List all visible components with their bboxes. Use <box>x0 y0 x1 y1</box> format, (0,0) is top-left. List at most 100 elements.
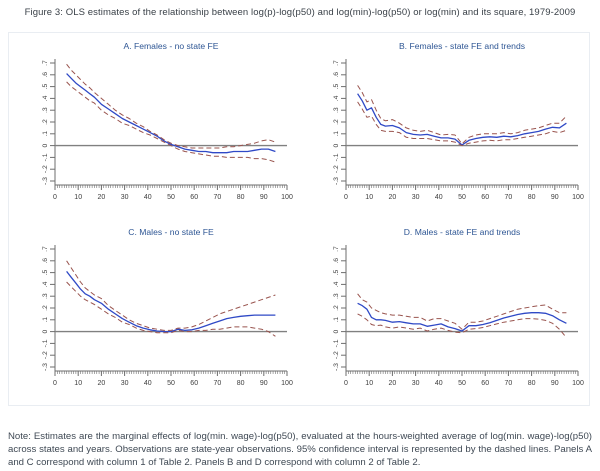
panel-a-chart: A. Females - no state FE .7 .6 .5 .4 .3 .2 .1 0 -… <box>42 41 293 201</box>
svg-text:.7: .7 <box>333 60 340 66</box>
svg-text:0: 0 <box>42 329 49 333</box>
svg-text:100: 100 <box>281 380 293 387</box>
svg-text:-.3: -.3 <box>42 177 49 185</box>
graph-frame: A. Females - no state FE .7 .6 .5 .4 .3 .2 .1 0 -… <box>8 32 590 406</box>
series-estimate <box>357 302 567 332</box>
svg-text:.3: .3 <box>333 293 340 299</box>
panel-b: B. Females - state FE and trends .7 .6 .5 .4… <box>300 33 591 219</box>
svg-text:80: 80 <box>528 194 536 201</box>
svg-text:60: 60 <box>190 380 198 387</box>
svg-text:10: 10 <box>74 380 82 387</box>
svg-text:-.2: -.2 <box>333 165 340 173</box>
svg-text:.7: .7 <box>42 246 49 252</box>
svg-text:30: 30 <box>412 194 420 201</box>
series-estimate <box>66 271 276 333</box>
svg-text:90: 90 <box>260 194 268 201</box>
panel-title: A. Females - no state FE <box>123 41 218 51</box>
svg-text:60: 60 <box>481 194 489 201</box>
series-ci-lower <box>357 313 567 338</box>
svg-text:.3: .3 <box>42 293 49 299</box>
svg-text:70: 70 <box>505 194 513 201</box>
svg-text:.6: .6 <box>42 72 49 78</box>
svg-text:10: 10 <box>74 194 82 201</box>
svg-text:.1: .1 <box>333 317 340 323</box>
svg-text:40: 40 <box>435 194 443 201</box>
series-ci-lower <box>357 101 567 147</box>
panel-d-chart: D. Males - state FE and trends .7 .6 .5 .4 .3… <box>333 227 584 387</box>
svg-text:10: 10 <box>365 194 373 201</box>
svg-text:.1: .1 <box>42 317 49 323</box>
panel-grid: A. Females - no state FE .7 .6 .5 .4 .3 .2 .1 0 -… <box>9 33 589 405</box>
svg-text:50: 50 <box>458 194 466 201</box>
svg-text:0: 0 <box>344 194 348 201</box>
panel-a: A. Females - no state FE .7 .6 .5 .4 .3 .2 .1 0 -… <box>9 33 300 219</box>
svg-text:60: 60 <box>190 194 198 201</box>
svg-text:40: 40 <box>435 380 443 387</box>
svg-text:0: 0 <box>42 143 49 147</box>
svg-text:30: 30 <box>121 380 129 387</box>
panel-title: C. Males - no state FE <box>128 227 214 237</box>
series-estimate <box>66 73 276 154</box>
svg-text:10: 10 <box>365 380 373 387</box>
svg-text:.6: .6 <box>333 72 340 78</box>
svg-text:70: 70 <box>214 194 222 201</box>
svg-text:.2: .2 <box>42 119 49 125</box>
svg-text:.5: .5 <box>333 270 340 276</box>
figure-note: Note: Estimates are the marginal effects… <box>8 431 592 469</box>
panel-c-chart: C. Males - no state FE .7 .6 .5 .4 .3 .2 .1 0 -.1… <box>42 227 293 387</box>
svg-text:100: 100 <box>281 194 293 201</box>
series-ci-upper <box>66 63 276 149</box>
svg-text:-.1: -.1 <box>333 153 340 161</box>
svg-text:.1: .1 <box>42 131 49 137</box>
svg-text:80: 80 <box>237 380 245 387</box>
series-ci-upper <box>66 260 276 331</box>
svg-text:.1: .1 <box>333 131 340 137</box>
svg-text:100: 100 <box>572 194 584 201</box>
svg-text:-.3: -.3 <box>333 177 340 185</box>
figure-title: Figure 3: OLS estimates of the relations… <box>24 7 576 18</box>
svg-text:80: 80 <box>528 380 536 387</box>
svg-text:60: 60 <box>481 380 489 387</box>
svg-text:.7: .7 <box>42 60 49 66</box>
svg-text:20: 20 <box>389 194 397 201</box>
svg-text:-.2: -.2 <box>42 165 49 173</box>
series-ci-lower <box>66 281 276 337</box>
svg-text:90: 90 <box>551 194 559 201</box>
svg-text:20: 20 <box>98 380 106 387</box>
panel-c: C. Males - no state FE .7 .6 .5 .4 .3 .2 .1 0 -.1… <box>9 219 300 405</box>
svg-text:.5: .5 <box>333 84 340 90</box>
series-ci-upper <box>357 85 567 145</box>
svg-text:0: 0 <box>53 194 57 201</box>
svg-text:70: 70 <box>505 380 513 387</box>
svg-text:.4: .4 <box>42 281 49 287</box>
svg-text:-.1: -.1 <box>42 339 49 347</box>
svg-text:0: 0 <box>333 143 340 147</box>
svg-text:-.3: -.3 <box>42 363 49 371</box>
svg-text:70: 70 <box>214 380 222 387</box>
svg-text:90: 90 <box>551 380 559 387</box>
svg-text:-.1: -.1 <box>333 339 340 347</box>
svg-text:.3: .3 <box>42 107 49 113</box>
svg-text:90: 90 <box>260 380 268 387</box>
svg-text:-.2: -.2 <box>333 351 340 359</box>
svg-text:.2: .2 <box>42 305 49 311</box>
svg-text:-.2: -.2 <box>42 351 49 359</box>
svg-text:0: 0 <box>333 329 340 333</box>
svg-text:.3: .3 <box>333 107 340 113</box>
svg-text:30: 30 <box>412 380 420 387</box>
svg-text:.5: .5 <box>42 84 49 90</box>
svg-text:.5: .5 <box>42 270 49 276</box>
svg-text:80: 80 <box>237 194 245 201</box>
svg-text:.2: .2 <box>333 305 340 311</box>
svg-text:100: 100 <box>572 380 584 387</box>
svg-text:0: 0 <box>53 380 57 387</box>
svg-text:40: 40 <box>144 194 152 201</box>
panel-title: D. Males - state FE and trends <box>404 227 521 237</box>
svg-text:.7: .7 <box>333 246 340 252</box>
svg-text:.4: .4 <box>333 281 340 287</box>
svg-text:40: 40 <box>144 380 152 387</box>
svg-text:-.1: -.1 <box>42 153 49 161</box>
series-estimate <box>357 93 567 146</box>
svg-text:20: 20 <box>389 380 397 387</box>
